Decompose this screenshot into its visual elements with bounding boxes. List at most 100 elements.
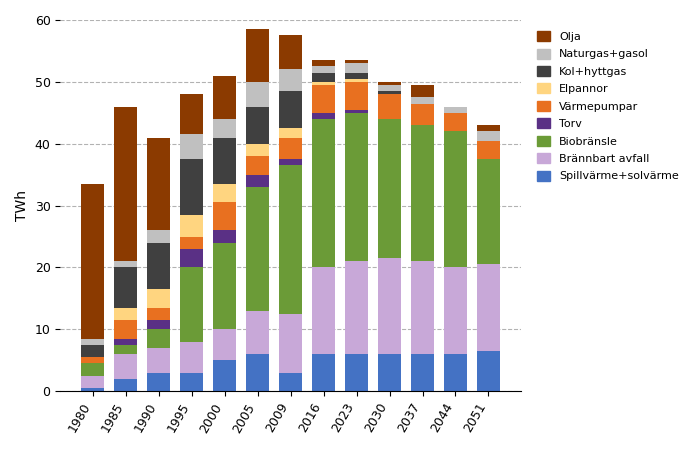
Bar [246,175,270,187]
Bar [378,119,401,258]
Bar [114,354,137,379]
Bar [477,264,500,351]
Bar [180,342,203,373]
Bar [411,97,434,104]
Bar [279,314,302,373]
Bar [444,131,467,267]
Bar [246,187,270,311]
Bar [81,345,104,357]
Bar [279,159,302,166]
Bar [444,354,467,391]
Bar [246,107,270,144]
Bar [180,94,203,135]
Bar [147,320,170,329]
Bar [444,107,467,113]
Bar [345,60,368,63]
Bar [345,63,368,72]
Bar [345,82,368,110]
Bar [345,110,368,113]
Bar [345,72,368,79]
Bar [180,267,203,342]
Bar [114,320,137,338]
Bar [81,376,104,388]
Bar [180,373,203,391]
Y-axis label: TWh: TWh [15,190,29,221]
Bar [180,159,203,215]
Bar [477,159,500,264]
Bar [213,184,236,202]
Bar [312,354,335,391]
Bar [477,351,500,391]
Bar [444,267,467,354]
Bar [312,113,335,119]
Bar [279,69,302,91]
Bar [147,348,170,373]
Bar [378,85,401,91]
Bar [279,128,302,138]
Bar [180,135,203,159]
Bar [213,243,236,329]
Bar [114,107,137,261]
Bar [81,363,104,376]
Bar [444,113,467,131]
Bar [246,29,270,82]
Bar [180,237,203,249]
Bar [213,202,236,230]
Bar [312,72,335,82]
Bar [279,373,302,391]
Bar [114,345,137,354]
Bar [213,119,236,138]
Bar [81,184,104,338]
Bar [345,79,368,82]
Bar [213,138,236,184]
Bar [345,354,368,391]
Bar [345,113,368,261]
Bar [114,267,137,308]
Bar [246,156,270,175]
Legend: Olja, Naturgas+gasol, Kol+hyttgas, Elpannor, Värmepumpar, Torv, Biobränsle, Brän: Olja, Naturgas+gasol, Kol+hyttgas, Elpan… [531,26,684,187]
Bar [378,91,401,94]
Bar [312,60,335,67]
Bar [246,144,270,156]
Bar [477,141,500,159]
Bar [81,338,104,345]
Bar [213,230,236,243]
Bar [312,267,335,354]
Bar [312,85,335,113]
Bar [114,308,137,320]
Bar [279,91,302,128]
Bar [213,329,236,360]
Bar [378,354,401,391]
Bar [114,261,137,267]
Bar [378,82,401,85]
Bar [411,104,434,125]
Bar [213,76,236,119]
Bar [279,36,302,69]
Bar [147,373,170,391]
Bar [246,354,270,391]
Bar [147,289,170,308]
Bar [147,308,170,320]
Bar [477,131,500,141]
Bar [246,82,270,107]
Bar [279,138,302,159]
Bar [378,258,401,354]
Bar [411,354,434,391]
Bar [147,243,170,289]
Bar [378,94,401,119]
Bar [411,85,434,97]
Bar [147,138,170,230]
Bar [345,261,368,354]
Bar [411,261,434,354]
Bar [246,311,270,354]
Bar [81,388,104,391]
Bar [312,119,335,267]
Bar [411,125,434,261]
Bar [279,166,302,314]
Bar [180,249,203,267]
Bar [147,329,170,348]
Bar [114,379,137,391]
Bar [213,360,236,391]
Bar [81,357,104,363]
Bar [312,67,335,72]
